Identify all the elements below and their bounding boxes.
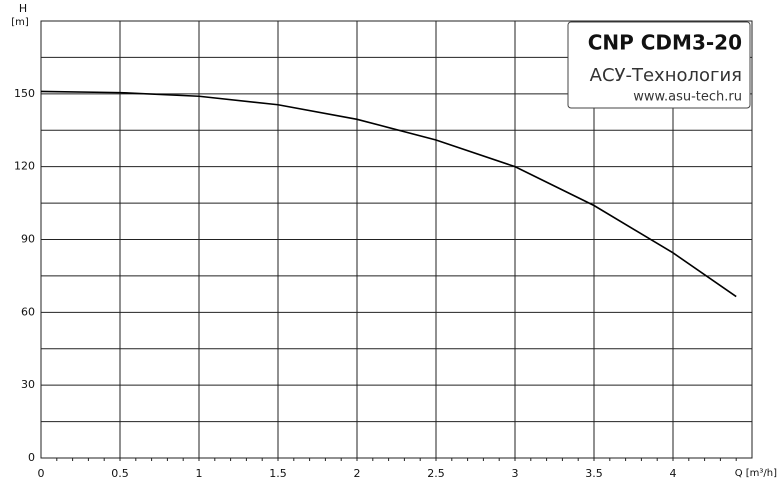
y-tick-label: 120 (14, 160, 35, 173)
box-site: www.asu-tech.ru (633, 90, 742, 105)
y-tick-label: 0 (28, 451, 35, 464)
x-tick-label: 2.5 (427, 467, 445, 480)
curve (40, 90, 737, 298)
x-tick-label: 1 (196, 467, 203, 480)
y-tick-label: 30 (21, 378, 35, 391)
y-tick-label: 150 (14, 87, 35, 100)
y-axis-label: H (19, 2, 27, 15)
box-title: CNP CDM3-20 (588, 31, 742, 55)
x-tick-label: 3 (512, 467, 519, 480)
x-tick-label: 4 (670, 467, 677, 480)
x-tick-label: 2 (354, 467, 361, 480)
x-tick-label: 0.5 (111, 467, 129, 480)
y-tick-label: 60 (21, 305, 35, 318)
info-box (567, 21, 751, 109)
x-tick-label: 0 (38, 467, 45, 480)
x-axis-label: Q [m³/h] (735, 468, 777, 479)
y-axis-unit: [m] (11, 17, 29, 28)
y-tick-label: 90 (21, 233, 35, 246)
box-company: АСУ-Технология (590, 65, 742, 86)
x-tick-label: 1.5 (269, 467, 287, 480)
x-tick-label: 3.5 (585, 467, 603, 480)
